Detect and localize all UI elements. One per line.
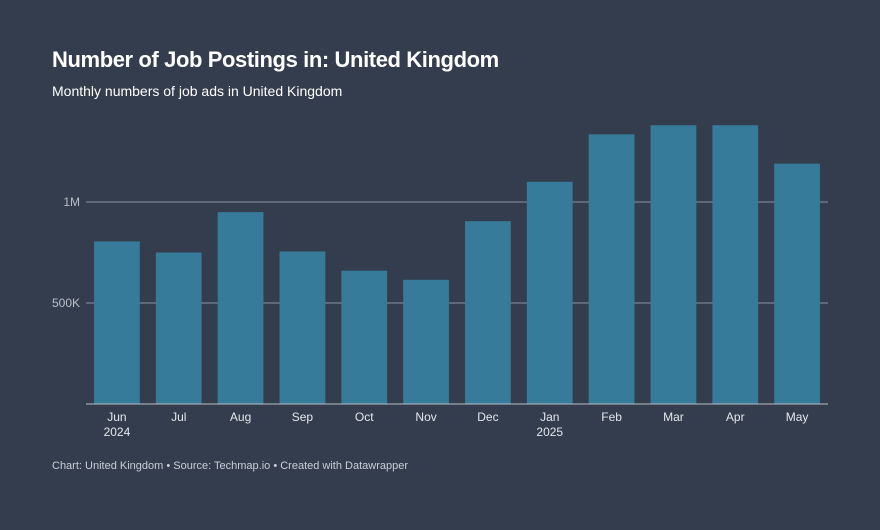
gridlines: 500K 1M xyxy=(52,195,828,310)
y-tick-label: 500K xyxy=(52,296,80,310)
x-tick-year-label: 2024 xyxy=(104,425,131,439)
chart-title: Number of Job Postings in: United Kingdo… xyxy=(52,47,499,72)
x-tick-label: Feb xyxy=(601,410,622,424)
x-tick-label: Jan xyxy=(540,410,559,424)
bar-nov xyxy=(403,279,449,404)
chart-subtitle: Monthly numbers of job ads in United Kin… xyxy=(52,83,343,99)
bar-mar xyxy=(650,125,697,405)
bar-aug xyxy=(217,212,264,404)
x-tick-year-label: 2025 xyxy=(536,425,563,439)
x-tick-label: Jun xyxy=(107,410,126,424)
chart-footer: Chart: United Kingdom • Source: Techmap.… xyxy=(52,460,409,472)
x-tick-label: Dec xyxy=(477,410,498,424)
x-tick-label: Sep xyxy=(292,410,314,424)
bar-may xyxy=(774,163,820,404)
bar-dec xyxy=(465,221,511,404)
bar-jul xyxy=(155,252,202,404)
bar-apr xyxy=(712,125,759,405)
x-tick-label: Jul xyxy=(171,410,186,424)
bar-feb xyxy=(588,134,635,404)
bar-jun xyxy=(94,241,140,404)
bar-sep xyxy=(279,251,326,404)
bars xyxy=(94,125,820,405)
x-tick-label: Apr xyxy=(726,410,745,424)
bar-oct xyxy=(341,270,388,404)
x-tick-label: Oct xyxy=(355,410,374,424)
x-tick-label: Aug xyxy=(230,410,251,424)
x-tick-label: May xyxy=(786,410,809,424)
x-tick-label: Mar xyxy=(663,410,684,424)
x-tick-label: Nov xyxy=(415,410,436,424)
bar-jan xyxy=(526,181,573,404)
y-tick-label: 1M xyxy=(63,195,80,209)
